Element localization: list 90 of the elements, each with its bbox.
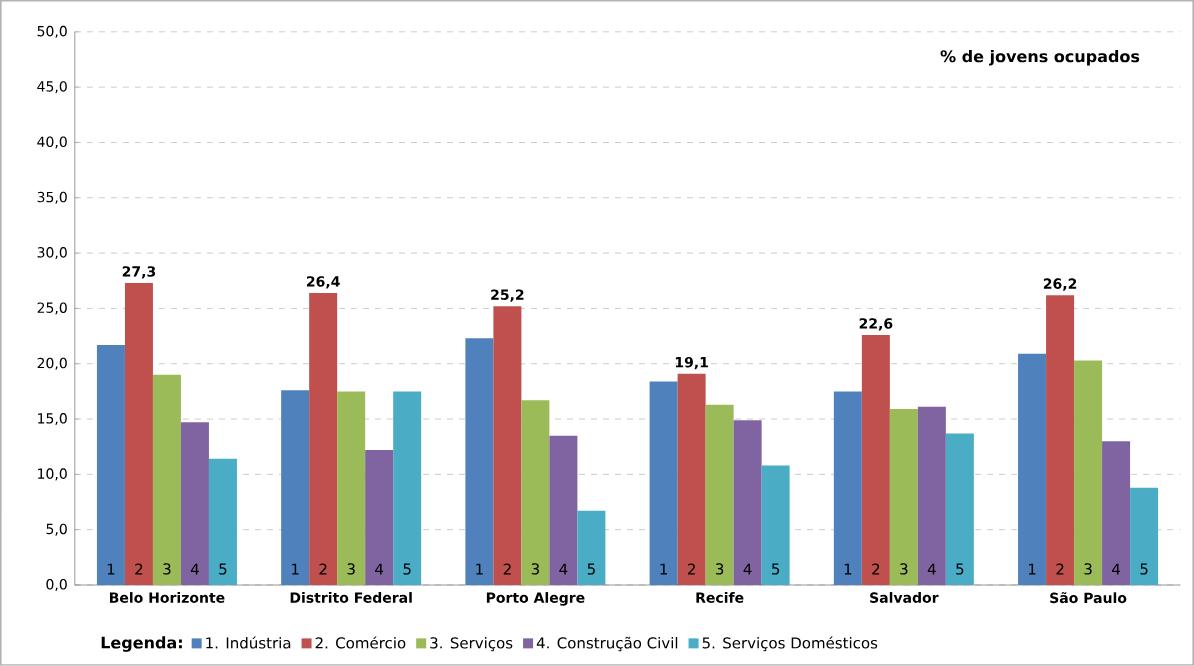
annotation: 5 <box>403 563 411 575</box>
annotation: 2 <box>872 563 880 575</box>
bar <box>705 404 734 586</box>
annotation: 5 <box>956 563 964 575</box>
bar <box>180 422 209 586</box>
x-tick-label: Recife <box>696 592 744 603</box>
bar <box>365 450 394 586</box>
annotation: 2 <box>503 563 511 575</box>
bar <box>281 390 310 586</box>
bar <box>465 338 494 586</box>
annotation: 3 <box>531 563 539 575</box>
annotation: 5 <box>772 563 780 575</box>
legend-label: 4. Construção Civil <box>536 636 678 652</box>
bar <box>549 435 578 586</box>
annotation: 3 <box>715 563 724 575</box>
bar <box>861 335 890 586</box>
y-tick-label: 20,0 <box>37 357 67 370</box>
bar <box>96 345 125 586</box>
x-tick-label: Salvador <box>870 592 939 603</box>
data-label: 27,3 <box>122 266 156 279</box>
y-tick-label: 35,0 <box>37 191 67 204</box>
data-label: 19,1 <box>675 356 708 370</box>
y-tick-label: 45,0 <box>37 81 67 94</box>
bar <box>649 381 678 586</box>
bar <box>337 391 366 586</box>
annotation: 2 <box>319 563 327 575</box>
annotation: 1 <box>660 563 667 575</box>
bar <box>1018 353 1047 586</box>
data-label: 25,2 <box>491 289 524 302</box>
annotation: 1 <box>292 563 299 575</box>
annotation: 4 <box>559 563 568 575</box>
annotation: 4 <box>1112 563 1120 575</box>
bar <box>577 510 606 586</box>
legend-label: 2. Comércio <box>315 636 406 649</box>
annotation: 2 <box>1056 563 1064 575</box>
annotation: 3 <box>347 563 355 575</box>
bar <box>733 420 762 586</box>
bar <box>493 306 522 586</box>
annotation: 4 <box>927 563 936 575</box>
bar <box>309 293 338 586</box>
legend-title: Legenda: <box>101 636 182 652</box>
bar <box>1102 441 1131 586</box>
bar <box>1074 360 1103 586</box>
y-tick-label: 40,0 <box>37 136 67 149</box>
data-label: 26,4 <box>306 276 340 289</box>
bar <box>393 391 422 586</box>
annotation: 1 <box>476 563 483 575</box>
bar <box>761 465 790 586</box>
x-tick-label: Porto Alegre <box>486 592 585 606</box>
annotation: 2 <box>687 563 695 575</box>
annotation: 5 <box>1140 563 1148 575</box>
y-tick-label: 15,0 <box>38 413 67 426</box>
annotation: 4 <box>375 563 384 575</box>
annotation: 5 <box>219 563 227 575</box>
y-tick-label: 30,0 <box>37 247 67 260</box>
data-label: 22,6 <box>859 318 893 331</box>
bar <box>521 400 550 586</box>
bar <box>124 283 153 586</box>
data-label: 26,2 <box>1043 278 1077 291</box>
annotation: 3 <box>163 563 171 575</box>
bar <box>152 374 181 586</box>
annotation: 1 <box>844 563 852 575</box>
bar <box>917 406 946 586</box>
y-tick-label: 25,0 <box>37 302 67 315</box>
bar <box>208 458 237 586</box>
y-tick-label: 50,0 <box>37 25 67 38</box>
bar <box>677 373 706 586</box>
legend-label: 1. Indústria <box>206 636 291 649</box>
annotation: 3 <box>1084 563 1092 575</box>
annotation: 1 <box>1028 563 1036 575</box>
bar <box>1130 487 1159 586</box>
annotation: 5 <box>587 563 595 575</box>
legend-label: 3. Serviços <box>430 637 513 652</box>
annotation: 1 <box>107 563 115 575</box>
x-tick-label: Distrito Federal <box>290 592 412 603</box>
annotation: 3 <box>900 563 908 575</box>
y-tick-label: 5,0 <box>46 523 67 536</box>
annotation: 4 <box>190 563 199 575</box>
legend-label: 5. Serviços Domésticos <box>702 636 878 652</box>
bar <box>833 391 862 586</box>
y-tick-label: 10,0 <box>38 468 67 481</box>
x-tick-label: Belo Horizonte <box>110 592 225 603</box>
x-tick-label: São Paulo <box>1050 592 1127 604</box>
annotation: 4 <box>743 563 752 575</box>
bar <box>1046 295 1075 586</box>
y-tick-label: 0,0 <box>46 579 67 592</box>
bar <box>889 409 918 586</box>
bar <box>945 433 974 586</box>
annotation: 2 <box>135 563 143 575</box>
text: % de jovens ocupados <box>940 50 1140 66</box>
